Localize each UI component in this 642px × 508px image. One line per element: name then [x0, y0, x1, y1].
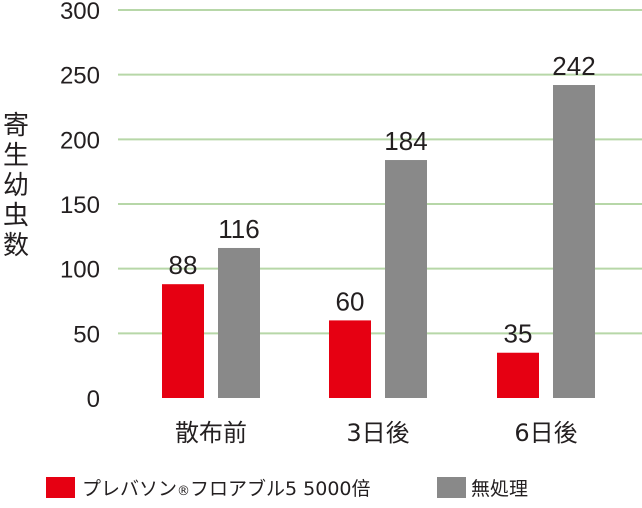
legend-label-0: プレバソン®フロアブル5 5000倍	[82, 477, 371, 500]
legend-swatch-0	[46, 477, 75, 498]
data-label-untreated-2: 242	[552, 51, 595, 81]
legend-swatch-1	[437, 477, 466, 498]
data-label-untreated-0: 116	[218, 214, 259, 244]
y-tick-label-0: 0	[87, 386, 100, 413]
y-tick-label-50: 50	[73, 321, 100, 348]
data-label-treated-0: 88	[169, 250, 198, 280]
bar-treated-0	[162, 284, 204, 398]
bar-treated-2	[497, 352, 539, 398]
y-tick-label-200: 200	[60, 127, 100, 154]
data-label-treated-1: 60	[336, 286, 365, 316]
bar-untreated-1	[385, 160, 427, 398]
data-label-treated-2: 35	[504, 319, 533, 349]
y-axis-label: 寄生幼虫数	[3, 111, 29, 261]
bar-untreated-2	[553, 85, 595, 398]
x-category-label-1: 3日後	[346, 419, 409, 447]
x-category-label-0: 散布前	[175, 419, 247, 447]
y-tick-label-250: 250	[60, 63, 100, 90]
y-tick-label-100: 100	[60, 257, 100, 284]
y-tick-label-150: 150	[60, 192, 100, 219]
bar-untreated-0	[218, 247, 260, 398]
y-tick-label-300: 300	[60, 0, 100, 25]
data-label-untreated-1: 184	[384, 126, 427, 156]
legend-label-1: 無処理	[471, 478, 528, 500]
y-axis-ticks: 0 50 100 150 200 250 300	[60, 0, 100, 413]
bar-treated-1	[329, 320, 371, 398]
legend: プレバソン®フロアブル5 5000倍 無処理	[46, 477, 528, 500]
x-category-label-2: 6日後	[514, 419, 577, 447]
bars: 88 116 60 184 35 242	[162, 51, 596, 398]
x-axis-categories: 散布前 3日後 6日後	[175, 419, 578, 447]
